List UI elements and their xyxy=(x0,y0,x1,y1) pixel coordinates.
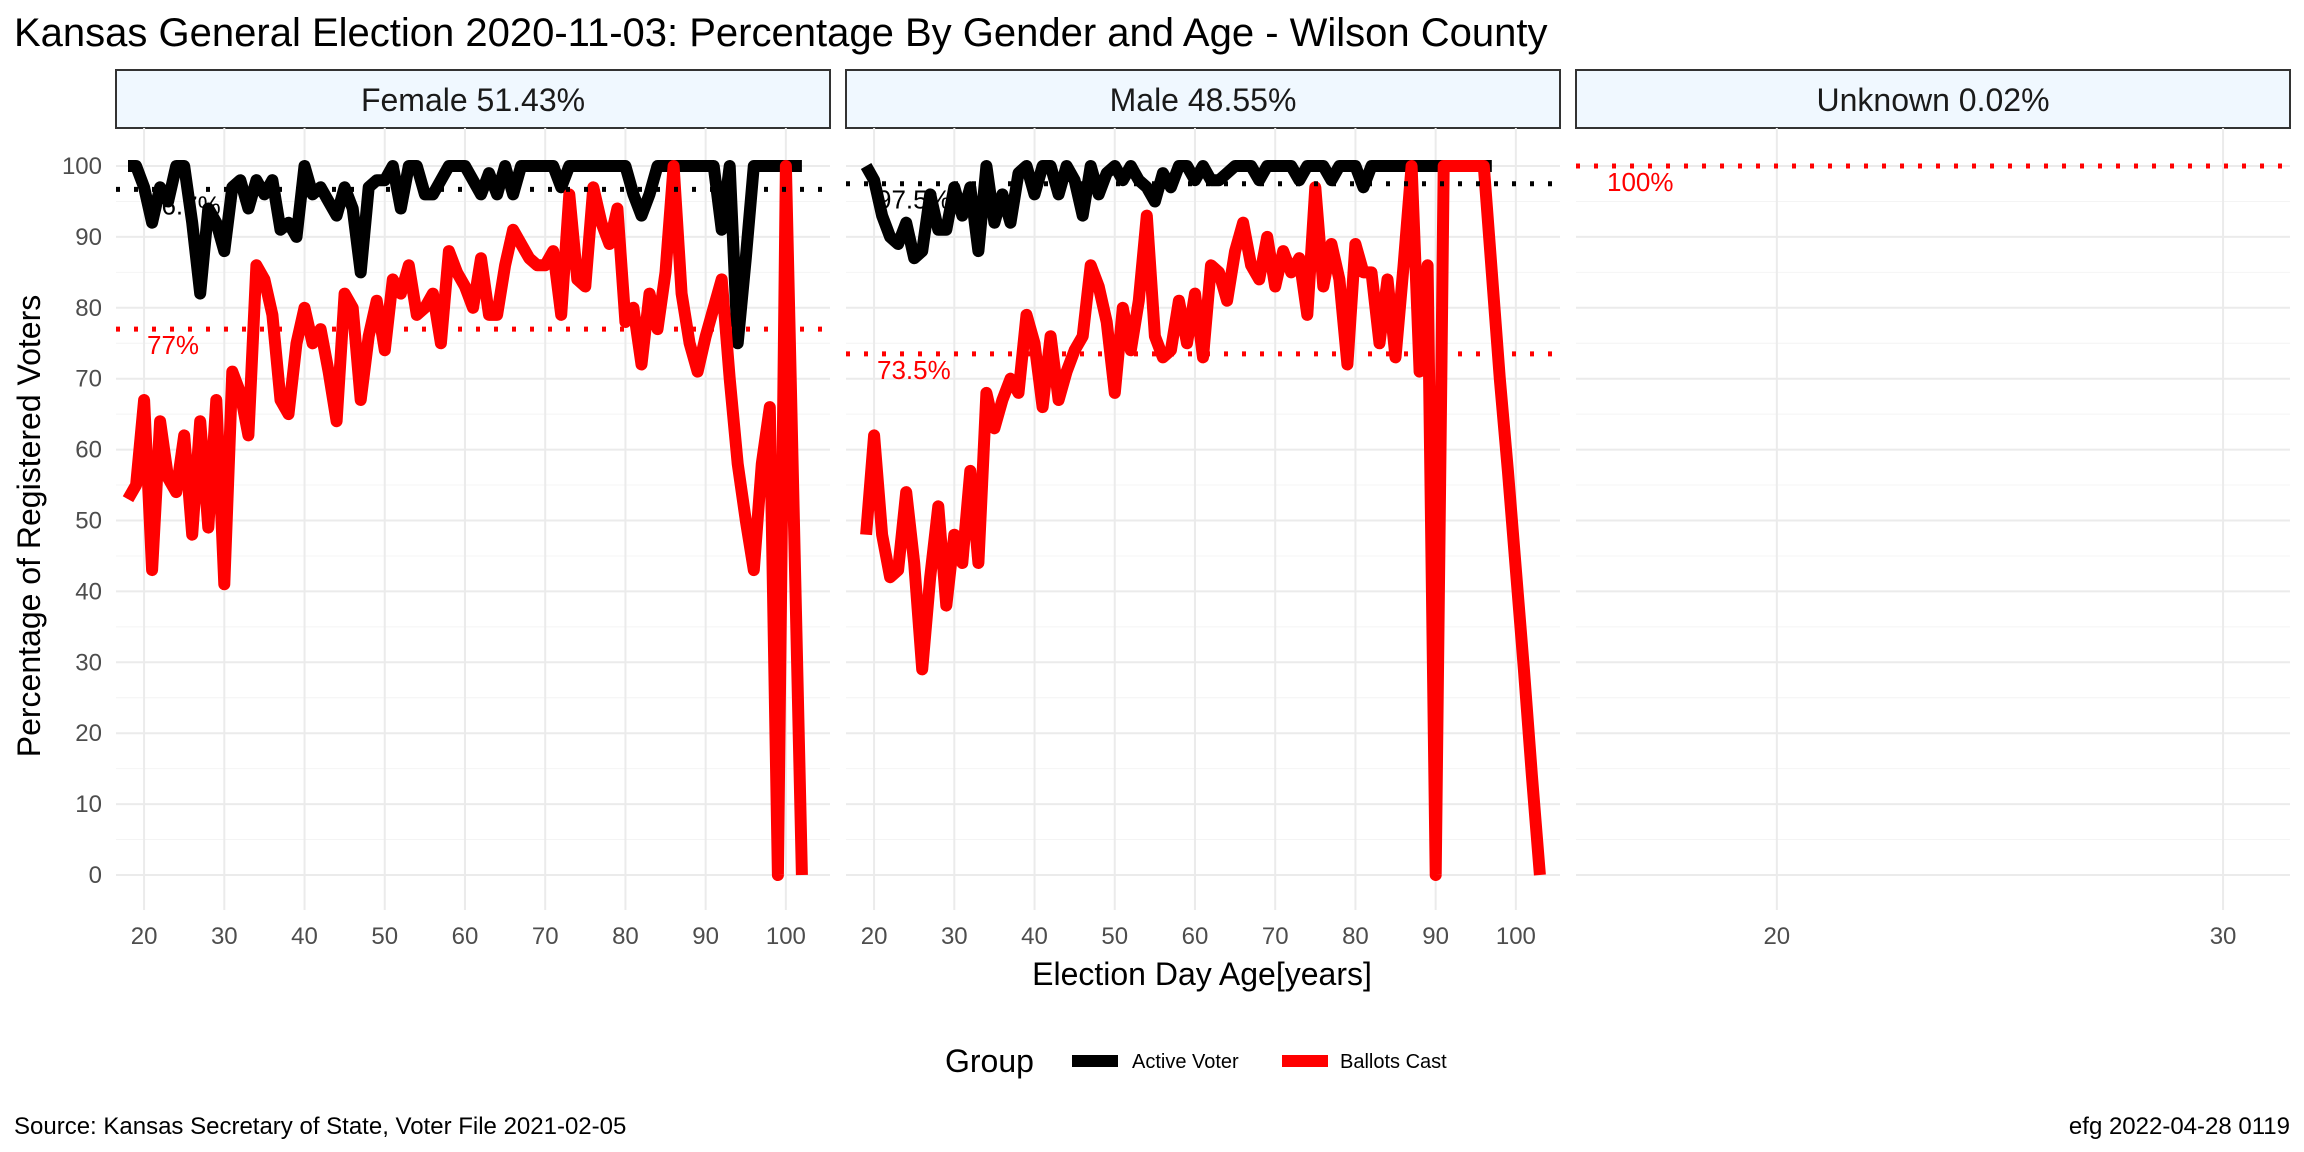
panel-strip-label: Male 48.55% xyxy=(1110,82,1297,118)
gridlines xyxy=(846,128,1560,910)
reference-label-active-voter: 97.5% xyxy=(877,185,951,215)
reference-label-ballots-cast: 73.5% xyxy=(877,355,951,385)
x-tick-label-70: 70 xyxy=(532,923,559,950)
y-tick-label-100: 100 xyxy=(62,153,102,180)
legend: Group Active Voter Ballots Cast xyxy=(945,1043,1447,1079)
panel-unknown: Unknown 0.02% 20 30 100% xyxy=(1575,69,2291,950)
panel-female: Female 51.43% 20 30 40 50 60 70 80 90 100 96.7% 77% xyxy=(115,69,831,950)
x-tick-label-80: 80 xyxy=(1342,923,1369,950)
x-axis-title: Election Day Age[years] xyxy=(1032,956,1372,992)
y-axis-title: Percentage of Registered Voters xyxy=(11,295,47,758)
x-tick-label-60: 60 xyxy=(452,923,479,950)
caption-credit: efg 2022-04-28 0119 xyxy=(2069,1113,2290,1140)
y-tick-label-30: 30 xyxy=(75,649,102,676)
legend-label-active-voter: Active Voter xyxy=(1132,1051,1239,1073)
gridlines xyxy=(1576,128,2290,910)
x-tick-label-90: 90 xyxy=(1422,923,1449,950)
facet-panels: 0 10 20 30 40 50 60 70 80 90 100 Female 51.43% 20 30 4… xyxy=(62,69,2291,950)
panel-strip xyxy=(845,69,1561,129)
reference-label-active-voter: 96.7% xyxy=(147,190,221,220)
x-tick-label-30: 30 xyxy=(211,923,238,950)
series-line-active-voter xyxy=(128,160,802,350)
panel-male: Male 48.55% 20 30 40 50 60 70 80 90 100 97.5% 73.5% xyxy=(845,69,1561,950)
y-tick-label-90: 90 xyxy=(75,224,102,251)
x-tick-label-50: 50 xyxy=(1101,923,1128,950)
legend-title: Group xyxy=(945,1043,1034,1079)
x-tick-label-20: 20 xyxy=(1763,923,1790,950)
x-tick-label-30: 30 xyxy=(2210,923,2237,950)
y-tick-label-50: 50 xyxy=(75,508,102,535)
x-tick-label-60: 60 xyxy=(1182,923,1209,950)
legend-label-ballots-cast: Ballots Cast xyxy=(1340,1051,1447,1073)
caption-source: Source: Kansas Secretary of State, Voter… xyxy=(14,1113,626,1140)
x-tick-label-40: 40 xyxy=(291,923,318,950)
x-tick-label-30: 30 xyxy=(941,923,968,950)
y-tick-label-0: 0 xyxy=(89,862,102,889)
panel-strip xyxy=(115,69,831,129)
x-tick-label-80: 80 xyxy=(612,923,639,950)
x-tick-label-100: 100 xyxy=(1496,923,1536,950)
y-tick-label-20: 20 xyxy=(75,720,102,747)
panel-strip-label: Female 51.43% xyxy=(361,82,585,118)
x-tick-label-40: 40 xyxy=(1021,923,1048,950)
series-line-ballots-cast xyxy=(860,160,1546,881)
x-tick-label-50: 50 xyxy=(371,923,398,950)
x-tick-label-20: 20 xyxy=(861,923,888,950)
x-tick-label-20: 20 xyxy=(131,923,158,950)
reference-label-ballots-cast: 100% xyxy=(1607,167,1674,197)
x-tick-label-100: 100 xyxy=(766,923,806,950)
y-tick-label-10: 10 xyxy=(75,791,102,818)
y-tick-label-40: 40 xyxy=(75,578,102,605)
y-tick-label-60: 60 xyxy=(75,437,102,464)
series-line-active-voter xyxy=(860,160,1492,265)
panel-strip-label: Unknown 0.02% xyxy=(1816,82,2049,118)
chart-title: Kansas General Election 2020-11-03: Perc… xyxy=(14,11,1548,55)
series-line-ballots-cast xyxy=(122,160,808,881)
y-tick-label-70: 70 xyxy=(75,366,102,393)
reference-label-ballots-cast: 77% xyxy=(147,330,199,360)
x-tick-label-90: 90 xyxy=(692,923,719,950)
x-tick-label-70: 70 xyxy=(1262,923,1289,950)
panel-strip xyxy=(1575,69,2291,129)
y-tick-label-80: 80 xyxy=(75,295,102,322)
